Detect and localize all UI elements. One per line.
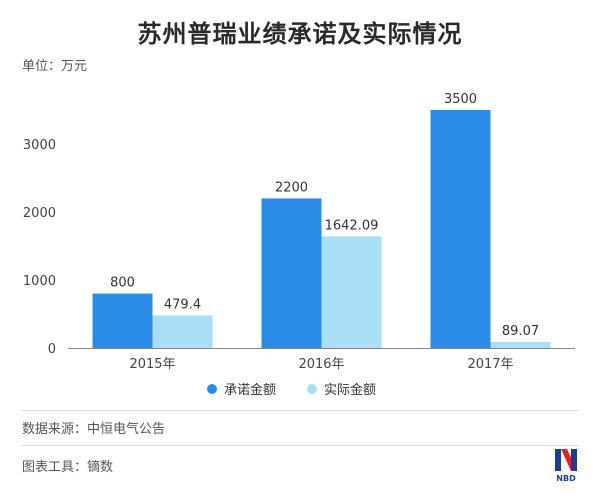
y-tick-label: 2000	[23, 206, 56, 221]
y-axis-labels: 0 1000 2000 3000	[23, 138, 56, 357]
bar-promised	[261, 198, 322, 348]
legend-label-promised: 承诺金额	[224, 382, 276, 398]
bars	[92, 110, 551, 348]
svg-text:NBD: NBD	[556, 474, 576, 483]
legend-marker-actual	[307, 384, 317, 394]
value-label-promised: 800	[110, 276, 135, 291]
x-tick-label: 2016年	[298, 357, 344, 372]
value-label-actual: 89.07	[502, 324, 539, 339]
bar-actual	[152, 315, 213, 348]
y-tick-label: 3000	[23, 138, 56, 153]
legend: 承诺金额 实际金额	[207, 382, 376, 398]
x-tick-label: 2015年	[129, 357, 175, 372]
y-tick-label: 0	[48, 342, 56, 357]
value-label-actual: 479.4	[164, 297, 201, 312]
nbd-logo: NBD	[555, 449, 577, 483]
legend-marker-promised	[207, 384, 217, 394]
value-label-promised: 3500	[444, 92, 477, 107]
x-tick-label: 2017年	[467, 357, 513, 372]
data-source-text: 数据来源：中恒电气公告	[22, 422, 166, 437]
divider-bottom	[22, 445, 578, 446]
unit-label: 单位：万元	[22, 59, 88, 74]
divider-top	[22, 410, 578, 411]
y-tick-label: 1000	[23, 274, 56, 289]
bar-promised	[430, 110, 491, 348]
legend-label-actual: 实际金额	[324, 382, 376, 398]
value-label-promised: 2200	[275, 180, 308, 195]
bar-promised	[92, 293, 153, 348]
bar-actual	[321, 236, 382, 348]
chart-tool-text: 图表工具：镝数	[22, 460, 114, 475]
chart-title: 苏州普瑞业绩承诺及实际情况	[137, 20, 463, 48]
x-axis-labels: 2015年 2016年 2017年	[129, 357, 513, 372]
bar-chart: 0 1000 2000 3000 800 479.4 2200 1642.09 3500 89.…	[23, 92, 575, 398]
value-label-actual: 1642.09	[325, 218, 379, 233]
value-labels: 800 479.4 2200 1642.09 3500 89.07	[110, 92, 539, 339]
bar-actual	[490, 341, 551, 348]
